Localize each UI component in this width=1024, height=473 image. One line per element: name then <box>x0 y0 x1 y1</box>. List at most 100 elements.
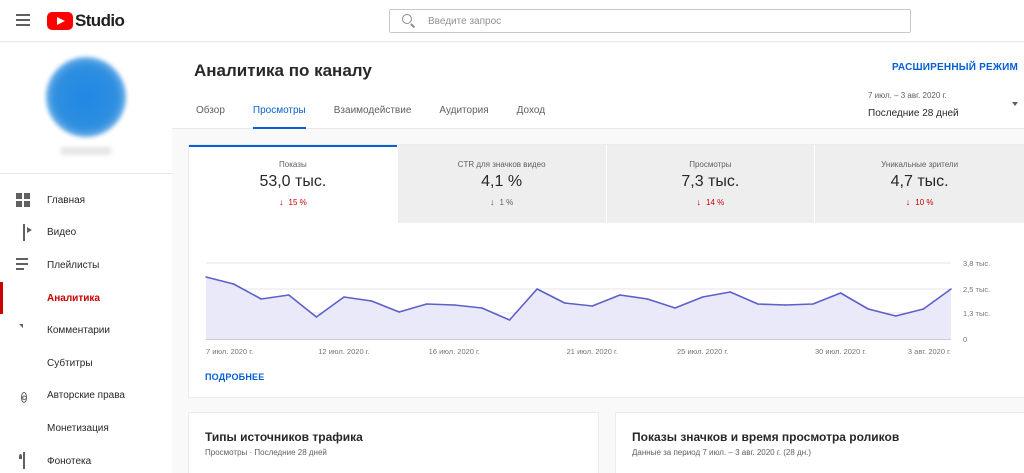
sidebar-item-videos[interactable]: Видео <box>0 217 172 250</box>
chart-point <box>950 288 952 290</box>
sidebar-item-label: Аналитика <box>47 292 100 304</box>
playlist-icon <box>16 258 32 272</box>
tab-audience[interactable]: Аудитория <box>439 105 489 116</box>
card-subtitle: Просмотры · Последние 28 дней <box>205 448 327 457</box>
channel-info <box>0 43 172 173</box>
impressions-watchtime-card[interactable]: Показы значков и время просмотра роликов… <box>616 413 1024 473</box>
logo-text: Studio <box>75 11 125 30</box>
chart-point <box>481 307 483 309</box>
see-more-link[interactable]: ПОДРОБНЕЕ <box>205 372 265 382</box>
tab-overview[interactable]: Обзор <box>196 105 225 116</box>
sidebar-item-monetization[interactable]: Монетизация <box>0 412 172 445</box>
arrow-down-icon: ↓ <box>696 197 702 207</box>
metric-change: ↓ 15 % <box>189 197 397 207</box>
sidebar-item-label: Авторские права <box>47 390 125 402</box>
x-tick-label: 21 июл. 2020 г. <box>567 347 618 356</box>
metric-change: ↓ 14 % <box>607 197 815 207</box>
channel-avatar[interactable] <box>46 57 126 137</box>
menu-icon[interactable] <box>16 14 30 26</box>
chart-point <box>232 283 235 285</box>
chart-point <box>674 307 676 309</box>
metric-label: Показы <box>279 160 307 169</box>
metric-impressions[interactable]: Показы 53,0 тыс. ↓ 15 % <box>189 145 398 223</box>
dashboard-icon <box>16 193 32 208</box>
chart-point <box>812 303 814 305</box>
chart-point <box>563 302 566 304</box>
sidebar-item-copyright[interactable]: c Авторские права <box>0 380 172 413</box>
metric-views[interactable]: Просмотры 7,3 тыс. ↓ 14 % <box>606 145 816 223</box>
metric-change-value: 14 % <box>706 198 725 207</box>
chart-point <box>867 308 870 310</box>
chart-point <box>370 300 373 302</box>
advanced-mode-button[interactable]: РАСШИРЕННЫЙ РЕЖИМ <box>891 62 1018 73</box>
metric-ctr[interactable]: CTR для значков видео 4,1 % ↓ 1 % <box>397 145 607 223</box>
metric-value: 4,7 тыс. <box>890 173 949 190</box>
chart-point <box>729 291 732 293</box>
metric-change-value: 15 % <box>288 198 307 207</box>
chart-point <box>757 303 759 305</box>
metric-change-value: 10 % <box>915 198 934 207</box>
traffic-sources-card[interactable]: Типы источников трафика Просмотры · Посл… <box>189 413 598 473</box>
sidebar-item-dashboard[interactable]: Главная <box>0 184 172 217</box>
chart-point <box>425 303 428 305</box>
sidebar-item-comments[interactable]: Комментарии <box>0 314 172 347</box>
metric-value: 7,3 тыс. <box>681 173 740 190</box>
period-selector[interactable]: 7 июл. – 3 авг. 2020 г. Последние 28 дне… <box>868 91 1020 119</box>
sidebar-item-label: Плейлисты <box>47 259 100 271</box>
x-tick-label: 7 июл. 2020 г. <box>206 347 253 356</box>
chart-point <box>398 311 400 313</box>
tab-revenue[interactable]: Доход <box>516 105 546 116</box>
metric-change: ↓ 10 % <box>815 197 1024 207</box>
chart-point <box>839 292 842 294</box>
metric-label: CTR для значков видео <box>457 160 546 169</box>
x-tick-label: 25 июл. 2020 г. <box>677 347 728 356</box>
analytics-header: Аналитика по каналу РАСШИРЕННЫЙ РЕЖИМ Об… <box>172 43 1024 129</box>
card-title: Типы источников трафика <box>205 430 363 444</box>
chart-point <box>260 298 262 300</box>
chart-point <box>205 276 207 278</box>
search-icon[interactable] <box>402 14 416 28</box>
monetization-icon <box>16 421 32 435</box>
sidebar-item-audio-library[interactable]: Фонотека <box>0 445 172 473</box>
metric-label: Уникальные зрители <box>881 160 959 169</box>
arrow-down-icon: ↓ <box>489 197 495 207</box>
x-tick-label: 30 июл. 2020 г. <box>815 347 866 356</box>
sidebar-item-label: Видео <box>47 227 77 239</box>
sidebar-nav: Главная Видео Плейлисты Аналитика Коммен… <box>0 173 172 473</box>
metric-unique-viewers[interactable]: Уникальные зрители 4,7 тыс. ↓ 10 % <box>815 145 1024 223</box>
chart-point <box>895 315 897 317</box>
tab-views[interactable]: Просмотры <box>252 105 306 129</box>
chart-point <box>784 304 787 306</box>
sidebar-item-label: Фонотека <box>47 455 92 467</box>
chart-area-fill <box>206 277 951 339</box>
channel-name-blurred <box>60 147 112 155</box>
sidebar-item-subtitles[interactable]: Субтитры <box>0 347 172 380</box>
chart-point <box>508 319 511 321</box>
main-content: Аналитика по каналу РАСШИРЕННЫЙ РЕЖИМ Об… <box>172 43 1024 473</box>
chart-point <box>701 296 704 298</box>
chart-point <box>287 294 290 296</box>
metric-value: 4,1 % <box>481 173 523 190</box>
chart-point <box>315 316 318 318</box>
chart-point <box>922 308 925 310</box>
impressions-chart: 0 1,3 тыс. 2,5 тыс. 3,8 тыс. 7 июл. 2020 г. 1… <box>189 223 1024 363</box>
chart-point <box>536 288 538 290</box>
card-title: Показы значков и время просмотра роликов <box>632 430 900 444</box>
x-tick-label: 12 июл. 2020 г. <box>318 347 369 356</box>
top-bar: Studio <box>0 0 1024 42</box>
period-range: 7 июл. – 3 авг. 2020 г. <box>868 91 947 100</box>
x-tick-label: 3 авг. 2020 г. <box>908 347 951 356</box>
metric-value: 53,0 тыс. <box>259 173 327 190</box>
youtube-play-icon <box>47 12 73 30</box>
chart-series-line <box>205 276 952 321</box>
sidebar-item-playlists[interactable]: Плейлисты <box>0 249 172 282</box>
copyright-icon: c <box>20 391 28 403</box>
search-input[interactable] <box>428 15 908 27</box>
youtube-studio-logo[interactable]: Studio <box>47 11 125 31</box>
sidebar-item-analytics[interactable]: Аналитика <box>0 281 172 315</box>
y-tick-label: 2,5 тыс. <box>963 285 990 294</box>
metric-label: Просмотры <box>689 160 732 169</box>
card-subtitle: Данные за период 7 июл. – 3 авг. 2020 г.… <box>632 448 811 457</box>
tab-engagement[interactable]: Взаимодействие <box>333 105 412 116</box>
subtitles-icon <box>16 356 37 370</box>
